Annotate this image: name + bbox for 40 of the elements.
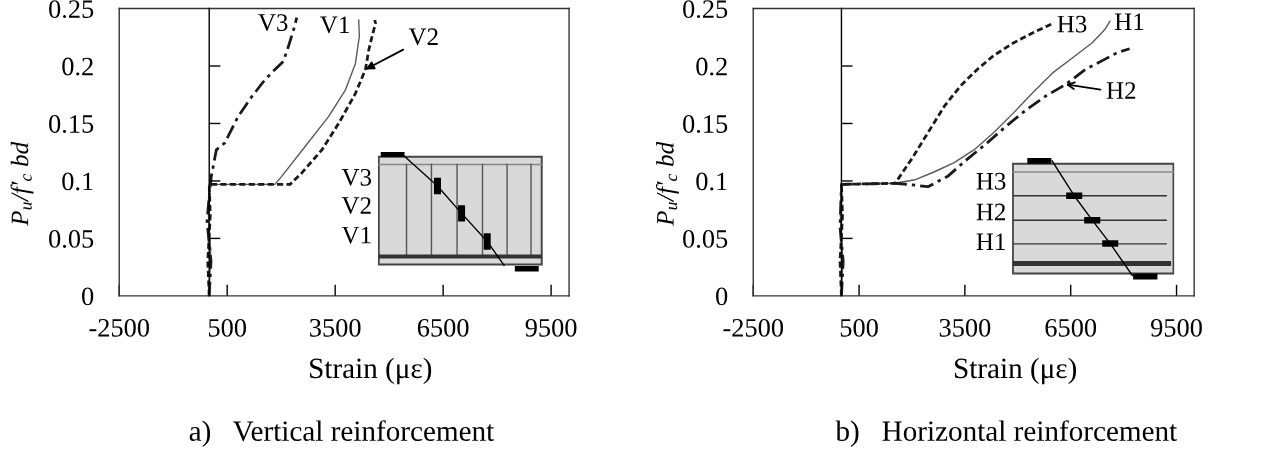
annotation: V2 bbox=[408, 28, 438, 46]
x-axis-title: Strain (με) bbox=[954, 357, 1077, 385]
y-tick-label: 0 bbox=[716, 287, 728, 306]
x-tick-label: -2500 bbox=[89, 318, 150, 337]
y-tick-label: 0.15 bbox=[49, 115, 94, 134]
series-label: V3 bbox=[258, 14, 288, 32]
y-tick-label: 0.05 bbox=[49, 230, 94, 248]
series-label: H3 bbox=[1057, 15, 1087, 33]
x-axis-title: Strain (με) bbox=[310, 357, 432, 385]
annotation: H3 bbox=[976, 172, 1006, 190]
y-tick-label: 0.25 bbox=[49, 0, 94, 19]
y-tick-label: 0.1 bbox=[696, 172, 727, 191]
text: a) Vertical reinforcement bbox=[189, 420, 495, 447]
y-axis-title: P$_{u}$/f′$_{c}$ bd bbox=[655, 141, 679, 226]
annotation: V2 bbox=[341, 197, 371, 215]
x-tick-label: 9500 bbox=[1150, 318, 1202, 337]
series-label: H1 bbox=[1114, 13, 1144, 30]
annotation: V1 bbox=[341, 226, 371, 244]
x-tick-label: 9500 bbox=[525, 318, 577, 337]
x-tick-label: 6500 bbox=[1045, 318, 1097, 337]
y-tick-label: 0.05 bbox=[683, 230, 728, 248]
y-axis-title: P$_{u}$/f′$_{c}$ bd bbox=[10, 141, 34, 226]
x-tick-label: 3500 bbox=[310, 318, 361, 337]
annotation: H2 bbox=[976, 203, 1006, 221]
y-tick-label: 0 bbox=[82, 287, 94, 306]
series-label: V1 bbox=[320, 16, 349, 34]
y-tick-label: 0.1 bbox=[62, 172, 93, 191]
y-tick-label: 0.15 bbox=[683, 115, 728, 134]
x-tick-label: 6500 bbox=[417, 318, 469, 337]
text: b) Horizontal reinforcement bbox=[835, 420, 1178, 447]
y-tick-label: 0.25 bbox=[683, 0, 728, 19]
y-tick-label: 0.2 bbox=[62, 57, 93, 76]
annotation: V3 bbox=[341, 168, 372, 186]
x-tick-label: 3500 bbox=[939, 318, 991, 337]
annotation: H2 bbox=[1106, 82, 1136, 99]
y-tick-label: 0.2 bbox=[696, 57, 727, 76]
x-tick-label: -2500 bbox=[723, 318, 784, 337]
x-tick-label: 500 bbox=[840, 318, 878, 337]
annotation: H1 bbox=[976, 233, 1005, 250]
x-tick-label: 500 bbox=[208, 318, 246, 337]
